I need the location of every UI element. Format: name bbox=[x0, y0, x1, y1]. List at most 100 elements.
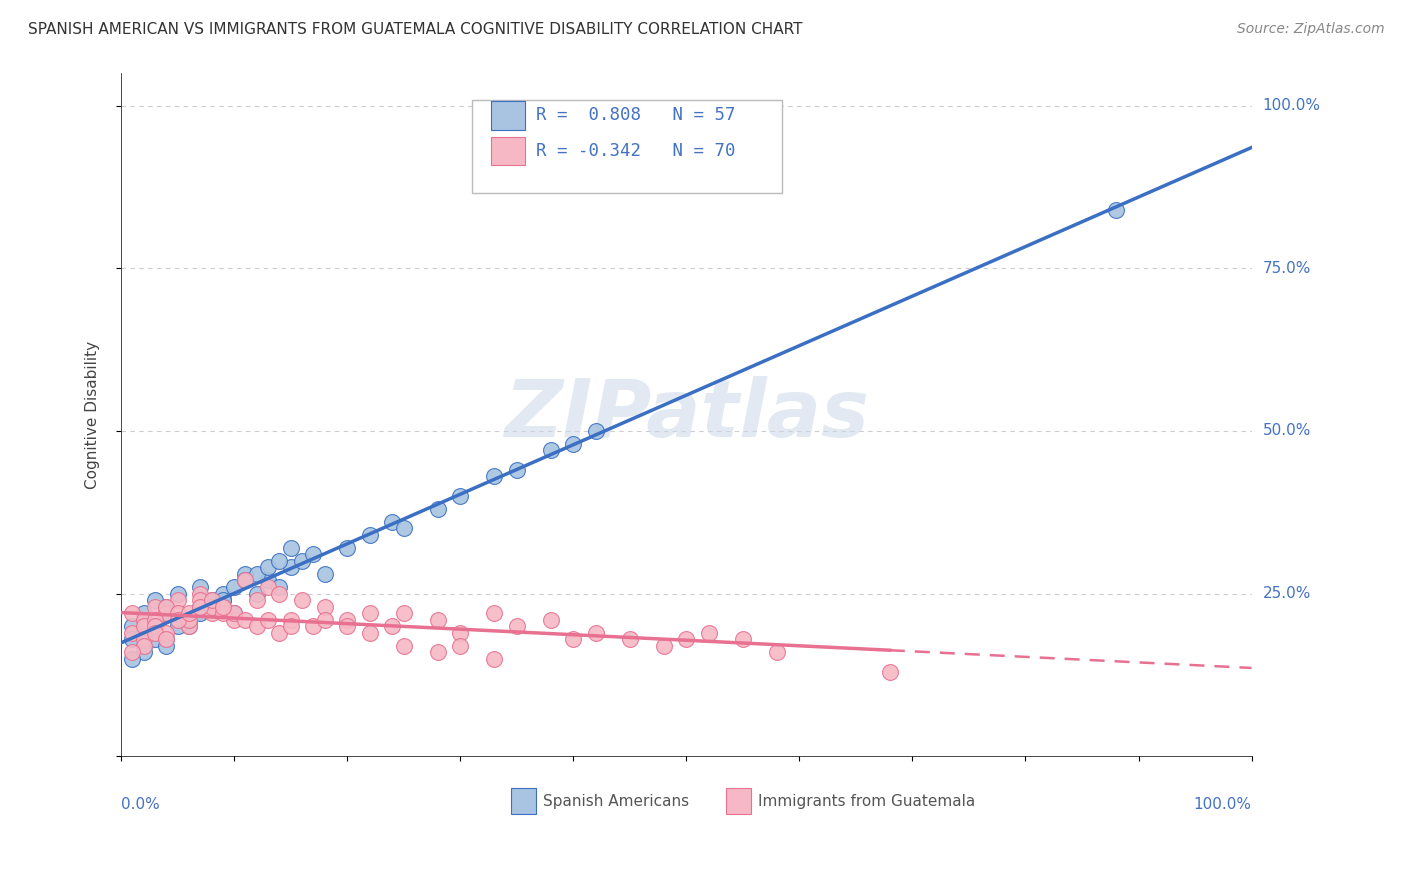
Point bbox=[166, 606, 188, 620]
Point bbox=[212, 593, 235, 607]
Text: ZIPatlas: ZIPatlas bbox=[503, 376, 869, 453]
Point bbox=[381, 515, 404, 529]
Point bbox=[166, 586, 188, 600]
Point bbox=[224, 606, 246, 620]
Point bbox=[235, 613, 257, 627]
Point bbox=[269, 580, 291, 594]
Point bbox=[392, 639, 415, 653]
Point bbox=[482, 606, 505, 620]
Point bbox=[257, 613, 280, 627]
Point bbox=[540, 613, 562, 627]
Point bbox=[619, 632, 641, 646]
Point bbox=[188, 599, 211, 614]
Point bbox=[177, 613, 200, 627]
Point bbox=[224, 580, 246, 594]
Point bbox=[143, 599, 166, 614]
Text: 75.0%: 75.0% bbox=[1263, 260, 1310, 276]
Point bbox=[540, 443, 562, 458]
Point bbox=[765, 645, 787, 659]
Point bbox=[392, 606, 415, 620]
Point bbox=[314, 566, 336, 581]
Point bbox=[280, 613, 302, 627]
Point bbox=[143, 625, 166, 640]
Text: 0.0%: 0.0% bbox=[121, 797, 160, 813]
Text: 100.0%: 100.0% bbox=[1263, 98, 1320, 113]
Point bbox=[177, 613, 200, 627]
Point bbox=[200, 593, 222, 607]
Point bbox=[143, 619, 166, 633]
Text: 25.0%: 25.0% bbox=[1263, 586, 1310, 601]
Point bbox=[506, 463, 529, 477]
Point bbox=[132, 639, 155, 653]
Text: 100.0%: 100.0% bbox=[1194, 797, 1251, 813]
Point bbox=[155, 632, 177, 646]
Point bbox=[506, 619, 529, 633]
Text: R = -0.342   N = 70: R = -0.342 N = 70 bbox=[536, 142, 735, 160]
Point bbox=[155, 639, 177, 653]
Point bbox=[200, 606, 222, 620]
Point bbox=[235, 566, 257, 581]
Point bbox=[155, 606, 177, 620]
Point bbox=[449, 639, 471, 653]
Point bbox=[224, 613, 246, 627]
Point bbox=[132, 613, 155, 627]
Point bbox=[314, 613, 336, 627]
Point bbox=[269, 625, 291, 640]
Point bbox=[121, 632, 143, 646]
Point bbox=[280, 619, 302, 633]
Point bbox=[121, 606, 143, 620]
Point bbox=[200, 599, 222, 614]
Point bbox=[177, 606, 200, 620]
Point bbox=[143, 613, 166, 627]
Point bbox=[212, 586, 235, 600]
Point bbox=[246, 566, 269, 581]
Point bbox=[132, 619, 155, 633]
Point bbox=[166, 613, 188, 627]
Point bbox=[132, 625, 155, 640]
Point bbox=[155, 625, 177, 640]
Point bbox=[675, 632, 697, 646]
Point bbox=[392, 521, 415, 535]
Point bbox=[212, 599, 235, 614]
Point bbox=[143, 619, 166, 633]
Point bbox=[449, 625, 471, 640]
Point bbox=[121, 619, 143, 633]
Point bbox=[426, 502, 449, 516]
Text: Spanish Americans: Spanish Americans bbox=[543, 794, 689, 809]
Point bbox=[121, 645, 143, 659]
Point bbox=[155, 599, 177, 614]
Y-axis label: Cognitive Disability: Cognitive Disability bbox=[86, 341, 100, 489]
Point bbox=[177, 619, 200, 633]
Point bbox=[177, 613, 200, 627]
Point bbox=[280, 541, 302, 555]
Point bbox=[291, 554, 314, 568]
Point bbox=[132, 639, 155, 653]
Point bbox=[302, 619, 325, 633]
Bar bbox=[512, 789, 536, 814]
Point bbox=[166, 613, 188, 627]
Point bbox=[188, 580, 211, 594]
Point bbox=[562, 632, 585, 646]
Text: 50.0%: 50.0% bbox=[1263, 424, 1310, 438]
Point bbox=[652, 639, 675, 653]
Point bbox=[155, 632, 177, 646]
Point bbox=[257, 560, 280, 574]
Point bbox=[269, 554, 291, 568]
Point bbox=[697, 625, 720, 640]
Point bbox=[381, 619, 404, 633]
Point bbox=[121, 625, 143, 640]
Bar bbox=[491, 101, 524, 129]
Point bbox=[155, 599, 177, 614]
Point bbox=[585, 625, 607, 640]
Point bbox=[449, 489, 471, 503]
Point bbox=[280, 560, 302, 574]
Text: R =  0.808   N = 57: R = 0.808 N = 57 bbox=[536, 106, 735, 124]
Point bbox=[879, 665, 901, 679]
Point bbox=[235, 574, 257, 588]
Point bbox=[257, 574, 280, 588]
Point bbox=[585, 424, 607, 438]
Point bbox=[336, 613, 359, 627]
Text: Immigrants from Guatemala: Immigrants from Guatemala bbox=[758, 794, 974, 809]
Text: SPANISH AMERICAN VS IMMIGRANTS FROM GUATEMALA COGNITIVE DISABILITY CORRELATION C: SPANISH AMERICAN VS IMMIGRANTS FROM GUAT… bbox=[28, 22, 803, 37]
Point bbox=[359, 625, 381, 640]
